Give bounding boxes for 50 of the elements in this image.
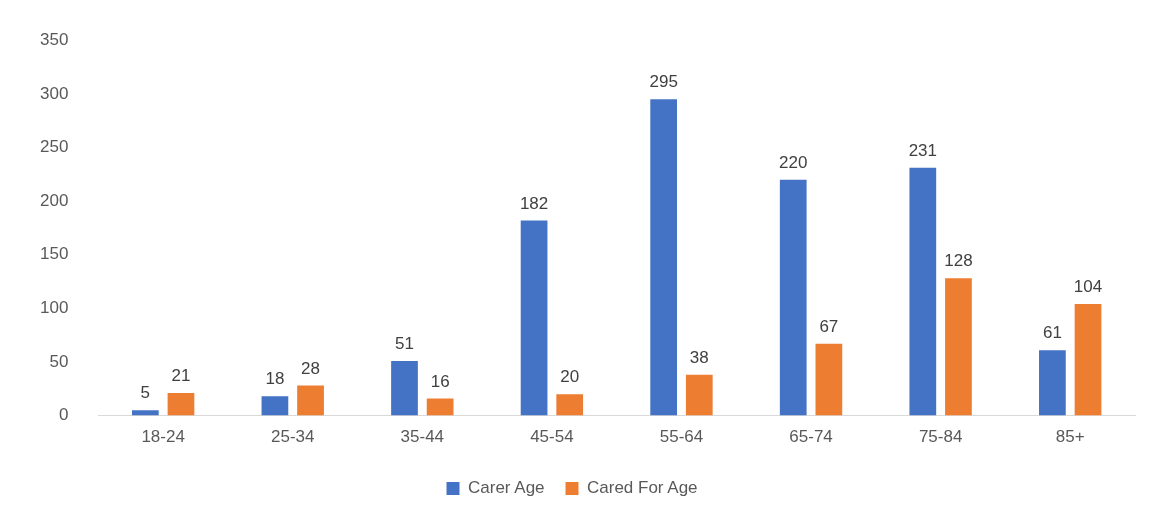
legend-label: Cared For Age: [586, 478, 698, 498]
data-label: 38: [689, 348, 709, 368]
bar: [391, 360, 418, 416]
data-label: 295: [649, 72, 678, 92]
x-tick-label: 35-44: [400, 427, 445, 447]
bar: [945, 278, 972, 416]
y-tick-label: 0: [58, 405, 69, 425]
bar: [1039, 350, 1066, 416]
bar: [297, 385, 324, 416]
data-label: 128: [944, 251, 973, 271]
x-tick-label: 18-24: [141, 427, 185, 447]
data-label: 28: [301, 358, 321, 378]
data-label: 18: [265, 369, 285, 389]
y-tick-label: 250: [39, 137, 69, 157]
bar: [650, 99, 678, 416]
data-label: 21: [171, 366, 191, 386]
data-label: 61: [1042, 323, 1062, 343]
data-label: 220: [779, 152, 808, 172]
bar: [779, 179, 807, 416]
bar: [1074, 304, 1102, 416]
bar: [909, 167, 937, 416]
y-tick-label: 350: [39, 29, 69, 49]
x-tick-label: 65-74: [789, 427, 833, 447]
data-label: 231: [908, 141, 937, 161]
x-tick-label: 55-64: [659, 427, 704, 447]
data-label: 51: [395, 334, 414, 354]
x-tick-label: 25-34: [270, 427, 315, 447]
y-tick-label: 150: [39, 244, 69, 264]
y-tick-label: 300: [39, 83, 69, 103]
data-label: 5: [140, 383, 151, 403]
data-label: 20: [560, 367, 580, 387]
bar: [261, 396, 289, 416]
x-tick-label: 85+: [1055, 427, 1085, 447]
data-label: 16: [430, 371, 450, 391]
bar: [131, 410, 159, 416]
bar: [685, 374, 713, 416]
bar: [556, 394, 584, 416]
bar: [426, 398, 454, 416]
y-tick-label: 50: [49, 351, 69, 371]
data-label: 67: [819, 316, 839, 336]
x-tick-label: 45-54: [530, 427, 574, 447]
legend-label: Carer Age: [468, 478, 545, 498]
y-tick-label: 100: [39, 298, 69, 318]
bar: [815, 343, 843, 416]
bar: [520, 220, 548, 416]
y-tick-label: 200: [39, 190, 69, 210]
data-label: 182: [519, 193, 549, 213]
bar: [167, 393, 195, 416]
data-label: 104: [1073, 277, 1103, 297]
x-tick-label: 75-84: [918, 427, 963, 447]
